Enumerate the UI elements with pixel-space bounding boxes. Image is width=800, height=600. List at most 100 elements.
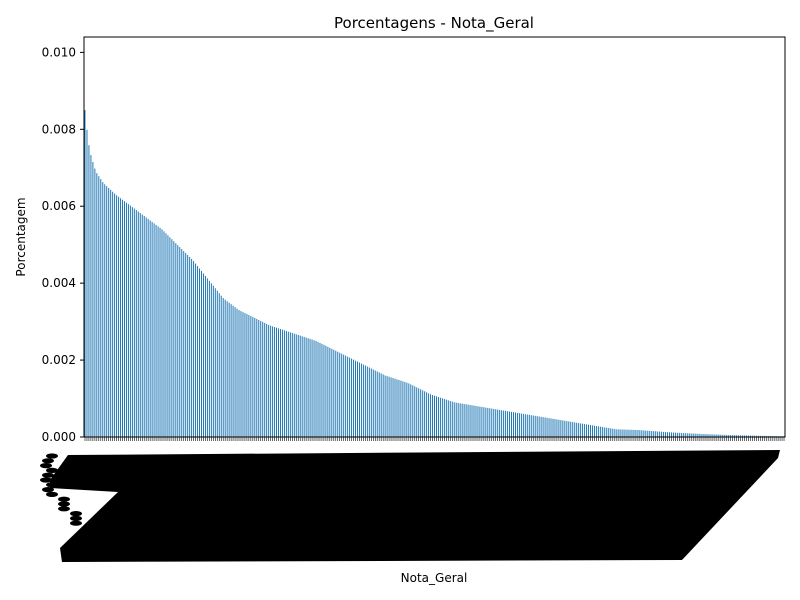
bar [165, 233, 167, 437]
bar [607, 427, 609, 437]
bar [191, 258, 193, 437]
bar [558, 419, 560, 437]
bar [576, 422, 578, 437]
bar [755, 435, 757, 437]
bar [435, 396, 437, 437]
bar [597, 426, 599, 437]
bar [536, 416, 538, 437]
bar [718, 434, 720, 437]
bar [127, 204, 129, 437]
bar [708, 434, 710, 437]
bar [704, 434, 706, 437]
bar [222, 298, 224, 437]
bar [749, 435, 751, 437]
bar [206, 278, 208, 437]
bar [88, 145, 90, 437]
bar [542, 417, 544, 437]
bar [224, 299, 226, 437]
bar [295, 334, 297, 437]
x-tick-labels-band [50, 450, 780, 562]
bar [268, 324, 270, 437]
bar [139, 213, 141, 437]
bar [238, 310, 240, 437]
bar [319, 342, 321, 437]
bar [605, 427, 607, 437]
bar [384, 375, 386, 437]
bar [661, 431, 663, 437]
bar [382, 374, 384, 437]
bar [309, 338, 311, 437]
bar [226, 301, 228, 437]
bar [143, 216, 145, 437]
bar [615, 429, 617, 437]
bar [416, 387, 418, 437]
bar [457, 403, 459, 437]
bar [364, 365, 366, 437]
y-axis-label: Porcentagem [14, 197, 28, 276]
bar [287, 331, 289, 437]
bar [422, 390, 424, 437]
x-tick-label-edge [106, 554, 118, 560]
bar [210, 283, 212, 437]
bar [499, 409, 501, 437]
bar [617, 429, 619, 437]
x-tick-label-edge [40, 463, 52, 469]
bar [234, 307, 236, 437]
bar [688, 433, 690, 437]
bar [528, 414, 530, 437]
bar [110, 189, 112, 437]
bar [473, 405, 475, 437]
bar [293, 333, 295, 437]
bar [684, 433, 686, 437]
bar [90, 155, 92, 437]
bar [751, 435, 753, 437]
bar [92, 162, 94, 437]
bar [212, 285, 214, 437]
bar [279, 329, 281, 437]
bar [343, 354, 345, 437]
bar [432, 395, 434, 437]
bar [588, 424, 590, 437]
bar [678, 432, 680, 437]
bar [236, 308, 238, 437]
bar [649, 430, 651, 437]
x-ticks-group [40, 437, 785, 562]
bar [692, 433, 694, 437]
bar [274, 327, 276, 437]
bar [746, 435, 747, 437]
bar [173, 241, 175, 437]
bar [360, 363, 362, 437]
bar [331, 348, 333, 437]
bar [548, 418, 550, 437]
x-axis-label: Nota_Geral [401, 571, 468, 585]
bar [641, 430, 643, 437]
bar [283, 330, 285, 437]
bar [410, 384, 412, 437]
bar [374, 370, 376, 437]
chart-title: Porcentagens - Nota_Geral [334, 14, 534, 33]
bar [177, 245, 179, 437]
x-tick-label-edge [58, 496, 70, 502]
bar [556, 419, 558, 437]
x-tick-label-edge [46, 467, 58, 473]
bar [386, 376, 388, 437]
bar [123, 201, 125, 437]
bar [509, 411, 511, 437]
bar [582, 423, 584, 437]
bar [702, 434, 704, 437]
bar [670, 432, 672, 437]
bar [732, 435, 734, 437]
bar [690, 433, 692, 437]
bar [335, 350, 337, 437]
bar [522, 413, 524, 437]
bar [208, 280, 210, 437]
x-tick-label-edge [82, 530, 94, 536]
bar [603, 427, 605, 437]
bar [512, 412, 514, 437]
y-tick-label: 0.010 [42, 45, 76, 59]
bar [449, 400, 451, 437]
bar [467, 404, 469, 437]
bar [516, 412, 518, 437]
bar [248, 315, 250, 437]
bar [736, 435, 738, 437]
